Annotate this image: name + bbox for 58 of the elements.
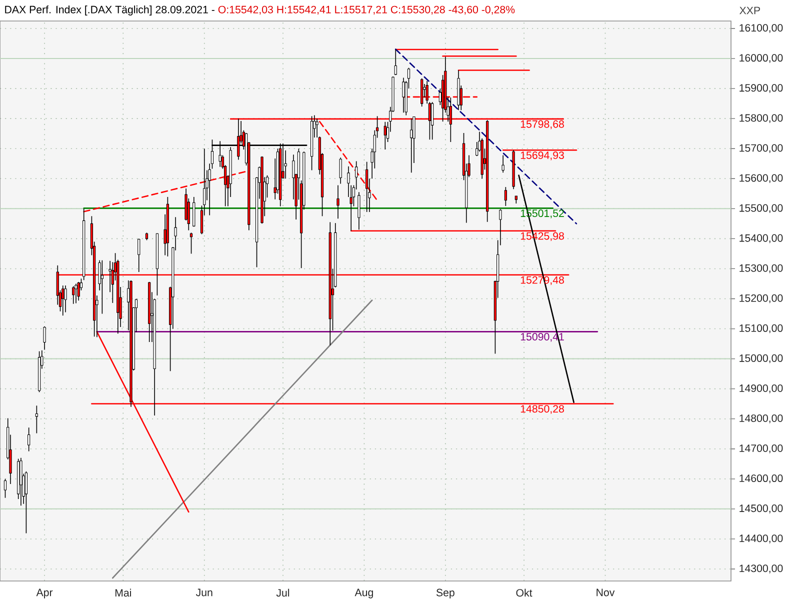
x-tick-label: Sep (436, 588, 454, 598)
y-tick-label: 14300,00 (740, 564, 783, 574)
y-tick-label: 15300,00 (740, 264, 783, 274)
x-tick-label: Aug (354, 588, 373, 598)
chart-subtitle: O:15542,03 H:15542,41 L:15517,21 C:15530,28 -43,60 -0,28% (218, 6, 515, 15)
x-tick-label: Mai (115, 588, 131, 597)
y-tick-label: 14500,00 (740, 504, 783, 514)
candlestick (499, 208, 502, 246)
candlestick (62, 285, 64, 316)
y-tick-label: 15800,00 (740, 114, 783, 123)
candlestick (43, 326, 46, 350)
x-tick-label: Jun (196, 588, 212, 596)
x-tick-label: Apr (36, 588, 53, 598)
y-tick-label: 15200,00 (740, 294, 783, 304)
series-label: 15694,93 (520, 151, 564, 160)
y-tick-label: 15600,00 (740, 174, 783, 184)
candlestick (504, 186, 507, 206)
y-tick-label: 14900,00 (740, 384, 783, 394)
candlestick (24, 471, 28, 534)
candlestick (74, 283, 78, 304)
candlestick (138, 238, 140, 272)
candlestick (28, 427, 30, 452)
y-tick-label: 15700,00 (740, 144, 783, 153)
y-tick-label: 14800,00 (740, 414, 783, 424)
y-tick-label: 14600,00 (740, 474, 783, 484)
y-tick-label: 15900,00 (740, 84, 783, 93)
y-tick-label: 15500,00 (740, 204, 783, 214)
candlestick (77, 282, 80, 301)
candlestick (339, 157, 342, 184)
y-tick-label: 16000,00 (740, 54, 783, 63)
y-tick-label: 14700,00 (740, 444, 783, 454)
candlestick (72, 286, 75, 304)
candlestick (358, 192, 360, 230)
y-tick-label: 15000,00 (740, 354, 783, 364)
x-tick-label: Nov (596, 588, 615, 596)
candlestick (502, 154, 504, 174)
candlestick (384, 121, 386, 150)
candlestick (336, 184, 340, 219)
y-tick-label: 15100,00 (740, 324, 783, 334)
y-tick-label: 15400,00 (740, 234, 783, 244)
candlestick (402, 77, 405, 113)
y-tick-label: 14400,00 (740, 534, 783, 544)
candlestick (64, 285, 67, 313)
y-axis-title: XXP (740, 6, 760, 14)
chart-title: DAX Perf. Index [.DAX Täglich] 28.09.2021 - (5, 6, 214, 16)
candlestick (190, 232, 193, 254)
candlestick (394, 49, 397, 76)
candlestick (100, 260, 104, 314)
series-label: 15798,68 (520, 120, 564, 130)
candlestick (192, 196, 196, 228)
x-tick-label: Jul (276, 588, 290, 597)
candlestick (410, 118, 413, 174)
candlestick (431, 102, 434, 140)
series-label: 14850,28 (520, 405, 564, 414)
y-tick-label: 16100,00 (740, 24, 783, 33)
x-tick-label: Okt (516, 588, 532, 597)
candlestick (4, 478, 7, 498)
candlestick (35, 405, 38, 434)
